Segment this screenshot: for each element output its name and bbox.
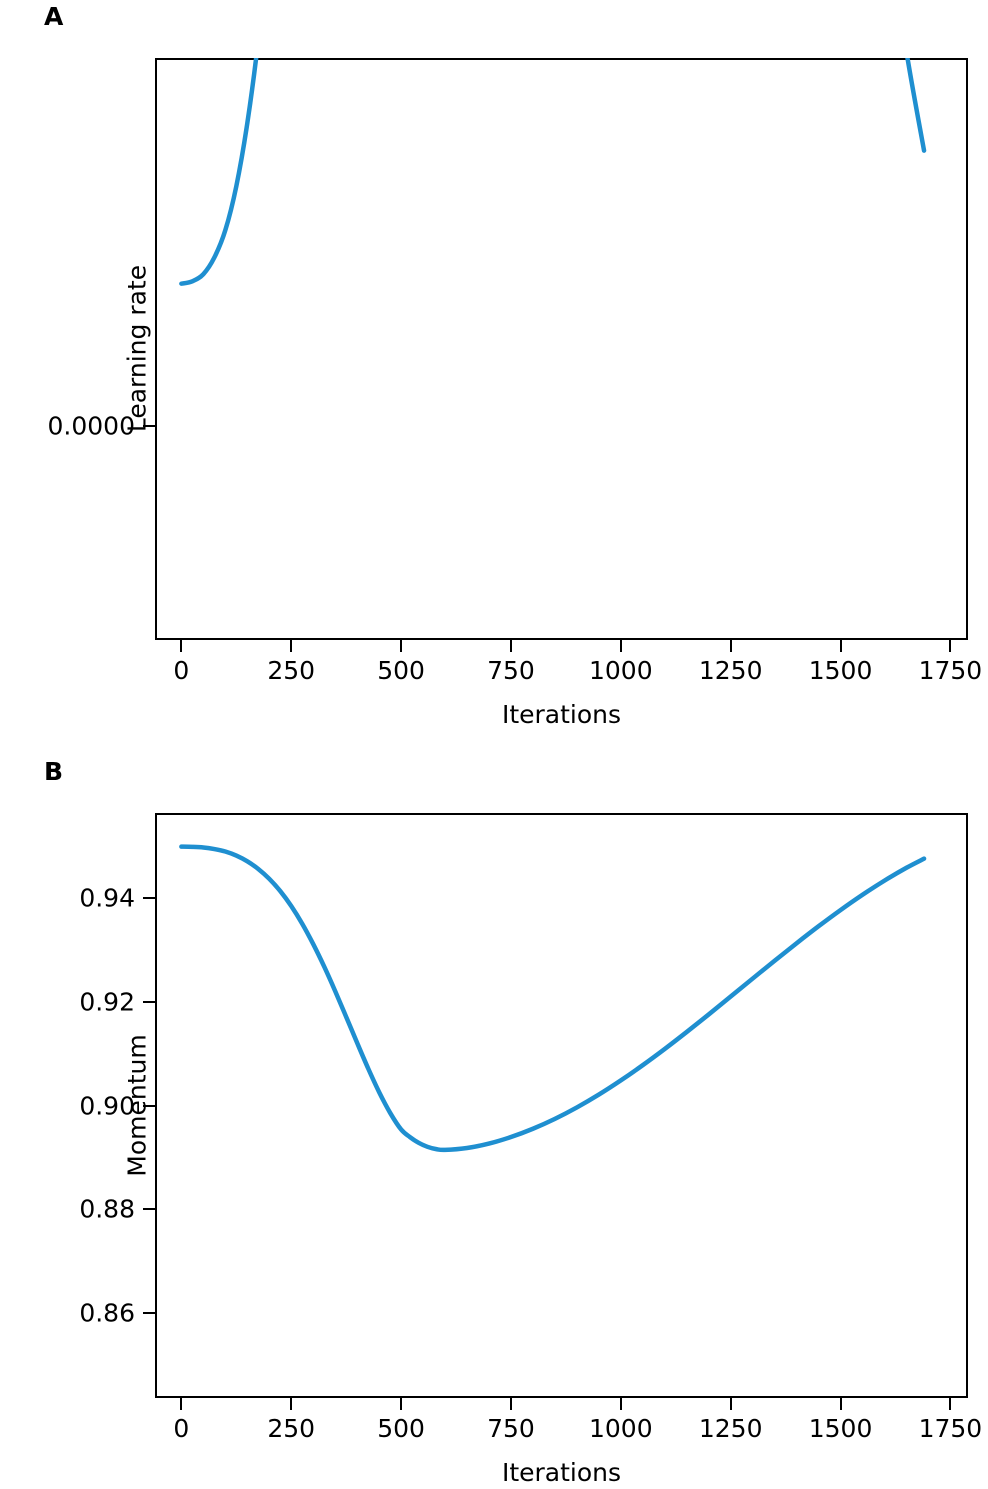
x-tick-mark <box>839 640 842 652</box>
x-tick-label: 750 <box>487 1414 535 1443</box>
panel-a: A 0.00000.00050.00100.00150.00200.00250.… <box>44 2 982 727</box>
x-tick-mark <box>949 640 952 652</box>
panel-a-line-chart <box>155 58 968 640</box>
x-tick-mark <box>729 640 732 652</box>
y-tick-mark <box>143 897 155 900</box>
x-tick-mark <box>949 1398 952 1410</box>
y-tick-label: 0.86 <box>79 1298 135 1328</box>
x-tick-label: 0 <box>173 1414 190 1443</box>
x-tick-label: 1250 <box>698 656 763 685</box>
x-tick-label: 500 <box>377 656 425 685</box>
y-tick-mark <box>143 425 155 428</box>
x-tick-mark <box>180 640 183 652</box>
x-tick-mark <box>839 1398 842 1410</box>
x-tick-label: 0 <box>173 656 190 685</box>
x-tick-mark <box>290 640 293 652</box>
panel-a-x-axis-title: Iterations <box>501 700 622 729</box>
y-tick-label: 0.92 <box>79 987 135 1017</box>
panel-a-plot-area: 0.00000.00050.00100.00150.00200.00250.00… <box>48 58 982 727</box>
y-tick-label: 0.94 <box>79 883 135 913</box>
y-tick-mark <box>143 1208 155 1211</box>
panel-b-axes-frame <box>155 813 968 1398</box>
x-tick-mark <box>400 640 403 652</box>
x-tick-label: 1000 <box>589 1414 653 1443</box>
x-tick-mark <box>619 640 622 652</box>
x-tick-mark <box>509 1398 512 1410</box>
x-tick-label: 1000 <box>589 656 653 685</box>
x-tick-label: 1500 <box>808 656 873 685</box>
panel-a-y-axis-title: Learning rate <box>122 264 152 433</box>
panel-b-y-axis-title: Momentum <box>122 1033 152 1177</box>
x-tick-label: 250 <box>267 1414 316 1443</box>
x-tick-mark <box>290 1398 293 1410</box>
x-tick-mark <box>509 640 512 652</box>
x-tick-label: 250 <box>267 656 316 685</box>
x-tick-label: 1750 <box>918 1414 983 1443</box>
panel-b: B 0.86 0.88 0.90 0.92 0.94 0 250 500 750 1000 125… <box>0 745 988 1489</box>
panel-b-plot-area: 0.86 0.88 0.90 0.92 0.94 0 250 500 750 1000 1250 1… <box>79 813 982 1485</box>
x-tick-label: 1750 <box>918 656 983 685</box>
y-tick-mark <box>143 1311 155 1314</box>
panel-a-axes-frame <box>155 58 968 640</box>
y-tick-mark <box>143 1104 155 1107</box>
y-tick-mark <box>143 1000 155 1003</box>
x-tick-label: 1250 <box>698 1414 763 1443</box>
x-tick-mark <box>619 1398 622 1410</box>
x-tick-mark <box>180 1398 183 1410</box>
x-tick-label: 1500 <box>808 1414 873 1443</box>
panel-b-x-axis-title: Iterations <box>501 1458 622 1487</box>
y-tick-label: 0.0000 <box>47 411 135 441</box>
x-tick-label: 750 <box>487 656 535 685</box>
y-tick-label: 0.90 <box>79 1091 135 1120</box>
panel-b-line-chart <box>155 813 968 1398</box>
y-tick-label: 0.88 <box>79 1194 135 1224</box>
panel-b-label: B <box>44 757 64 786</box>
panel-a-label: A <box>44 2 64 31</box>
x-tick-label: 500 <box>377 1414 425 1443</box>
x-tick-mark <box>729 1398 732 1410</box>
x-tick-mark <box>400 1398 403 1410</box>
